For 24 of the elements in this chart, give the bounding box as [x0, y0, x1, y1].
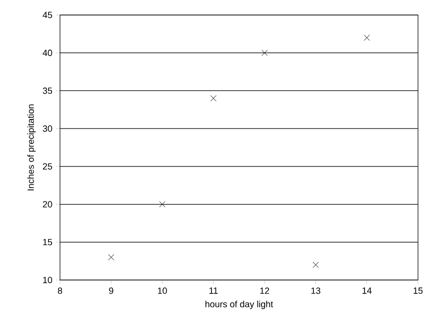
y-tick-label: 25 [42, 163, 52, 170]
x-tick-label: 13 [311, 288, 320, 294]
point [364, 34, 370, 41]
y-tick-label: 40 [42, 50, 52, 56]
point [312, 262, 319, 268]
y-tick-label: 45 [42, 12, 52, 18]
x-tick-label: 12 [260, 288, 270, 294]
y-tick-label: 10 [43, 276, 52, 284]
point [210, 95, 217, 102]
y-tick-label: 30 [42, 125, 52, 132]
x-tick-label: 14 [362, 288, 372, 294]
x-tick-label: 8 [58, 288, 62, 294]
x-tick-label: 10 [158, 288, 167, 294]
y-tick-label: 15 [43, 239, 52, 246]
x-axis-title: hours of day light [205, 300, 274, 310]
y-tick-label: 35 [42, 88, 52, 94]
point [108, 254, 114, 260]
y-tick-label: 20 [42, 201, 52, 208]
point [261, 50, 268, 56]
y-axis-title: Inches of precipitation [27, 104, 36, 190]
x-tick-label: 11 [209, 288, 218, 294]
x-tick-label: 9 [109, 288, 114, 294]
x-tick-label: 15 [414, 288, 423, 294]
point [159, 201, 166, 208]
